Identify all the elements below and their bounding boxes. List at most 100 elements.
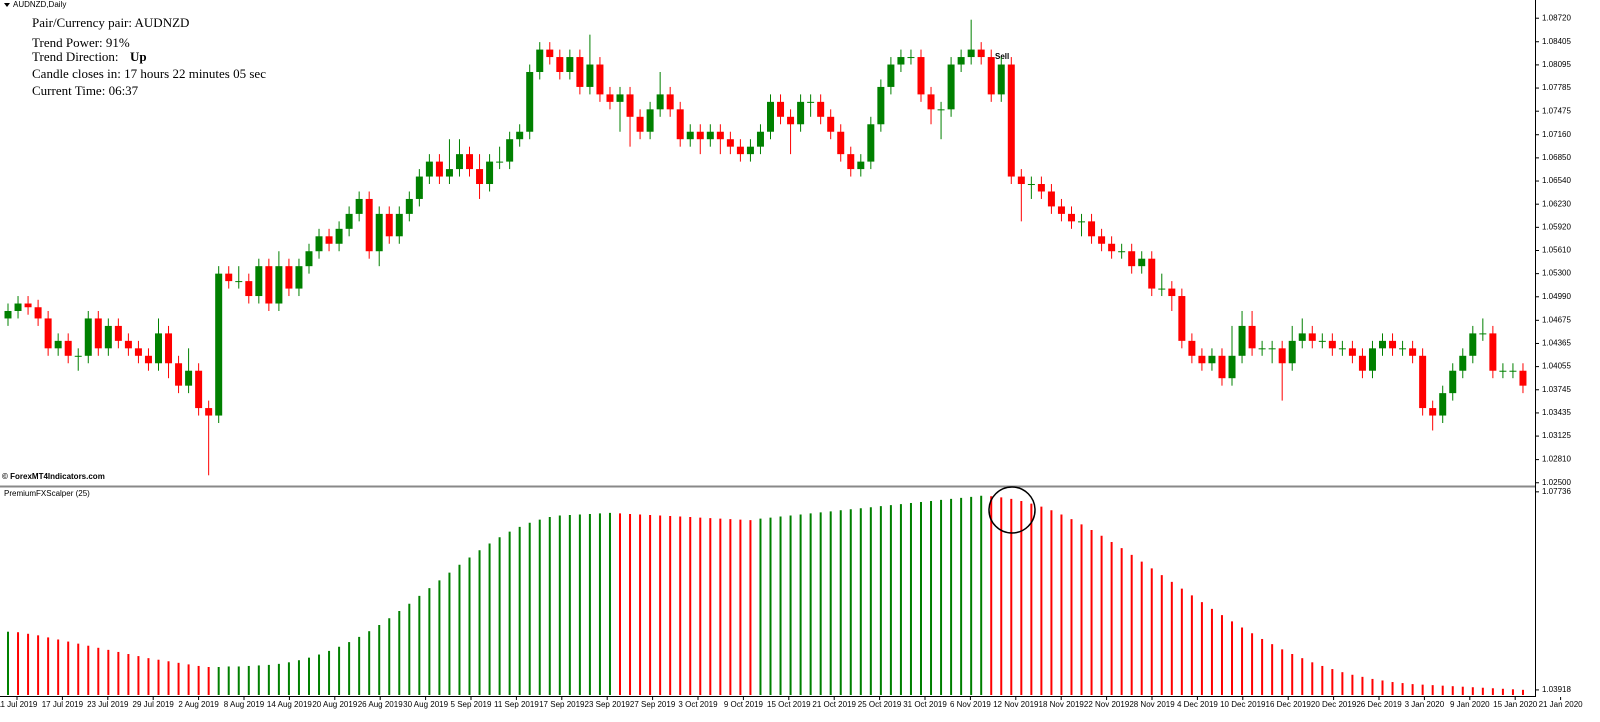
x-tick-label: 14 Aug 2019: [267, 700, 312, 709]
x-tick-label: 3 Jan 2020: [1405, 700, 1445, 709]
candle-body: [1098, 236, 1106, 244]
candle-body: [185, 370, 193, 386]
x-tick-label: 5 Sep 2019: [451, 700, 492, 709]
candle-body: [847, 154, 855, 170]
candle-body: [1078, 221, 1086, 223]
candle-body: [1128, 251, 1136, 267]
x-tick-label: 27 Sep 2019: [630, 700, 676, 709]
candle-body: [576, 57, 584, 87]
candle-body: [425, 161, 433, 177]
candle-body: [1158, 288, 1166, 290]
x-tick-label: 16 Dec 2019: [1266, 700, 1312, 709]
candle-body: [596, 64, 604, 95]
candle-body: [205, 408, 213, 416]
candle-body: [114, 325, 122, 341]
y-tick-label: 1.04365: [1542, 339, 1571, 348]
candle-body: [235, 281, 243, 283]
candle-body: [1148, 258, 1156, 289]
candle-body: [997, 64, 1005, 95]
candle-body: [746, 146, 754, 155]
candle-body: [767, 101, 774, 132]
candle-body: [1188, 340, 1196, 356]
y-tick-label: 1.08405: [1542, 37, 1571, 46]
candle-body: [807, 101, 815, 103]
candle-body: [1108, 243, 1116, 252]
candle-body: [736, 146, 744, 155]
candle-body: [927, 94, 935, 110]
watermark: © ForexMT4Indicators.com: [2, 472, 105, 481]
y-tick-label: 1.07475: [1542, 106, 1571, 115]
candle-body: [656, 94, 664, 110]
candle-body: [365, 198, 373, 252]
trend-direction: Up: [130, 49, 147, 64]
x-tick-label: 26 Dec 2019: [1356, 700, 1402, 709]
x-tick-label: 18 Nov 2019: [1039, 700, 1085, 709]
candle-body: [415, 176, 423, 199]
y-tick-label: 1.03435: [1542, 408, 1571, 417]
candle-body: [1208, 355, 1216, 364]
candle-body: [937, 109, 945, 111]
candle-body: [445, 169, 453, 177]
candle-body: [395, 213, 403, 237]
candle-body: [1419, 355, 1427, 409]
candle-body: [837, 131, 845, 155]
candle-body: [405, 198, 413, 214]
x-tick-label: 21 Oct 2019: [812, 700, 856, 709]
candle-body: [175, 363, 183, 386]
candle-body: [64, 340, 72, 356]
candle-body: [1479, 333, 1487, 335]
info-line: Trend Direction:: [32, 49, 119, 64]
candle-body: [245, 281, 253, 297]
info-line: Trend Power: 91%: [32, 35, 130, 50]
candle-body: [907, 57, 915, 59]
candle-body: [1399, 348, 1407, 350]
candle-body: [726, 139, 734, 147]
x-tick-label: 15 Oct 2019: [767, 700, 811, 709]
x-tick-label: 9 Jan 2020: [1450, 700, 1490, 709]
candle-body: [1047, 191, 1055, 207]
x-tick-label: 15 Jan 2020: [1493, 700, 1538, 709]
candle-body: [676, 109, 684, 140]
x-tick-label: 25 Oct 2019: [858, 700, 902, 709]
y-tick-label: 1.06540: [1542, 176, 1571, 185]
candle-body: [1178, 296, 1186, 341]
candle-body: [54, 340, 62, 349]
x-tick-label: 21 Jan 2020: [1539, 700, 1584, 709]
x-tick-label: 28 Nov 2019: [1129, 700, 1175, 709]
candle-body: [1318, 340, 1326, 342]
menu-arrow: [4, 3, 10, 7]
sell-label: Sell: [995, 52, 1009, 61]
x-tick-label: 23 Sep 2019: [585, 700, 631, 709]
candle-body: [626, 94, 634, 117]
candle-body: [947, 64, 955, 110]
x-tick-label: 2 Aug 2019: [178, 700, 219, 709]
y-tick-label: 1.02500: [1542, 478, 1571, 487]
highlight-circle: [988, 486, 1036, 534]
candle-body: [104, 325, 112, 349]
y-tick-label: 1.03918: [1542, 685, 1571, 694]
candle-body: [857, 161, 865, 170]
candle-body: [34, 307, 42, 319]
candle-body: [1489, 333, 1497, 371]
candle-body: [496, 161, 504, 163]
candle-body: [887, 64, 895, 87]
candle-body: [134, 348, 142, 356]
candle-body: [897, 57, 905, 65]
candle-body: [827, 116, 835, 132]
candle-body: [977, 49, 985, 58]
y-tick-label: 1.02810: [1542, 455, 1571, 464]
candle-body: [516, 131, 524, 140]
candle-body: [877, 86, 885, 125]
candle-body: [1338, 348, 1346, 350]
candle-body: [1348, 348, 1356, 356]
y-tick-label: 1.05300: [1542, 269, 1571, 278]
x-tick-label: 26 Aug 2019: [358, 700, 403, 709]
x-tick-label: 31 Oct 2019: [903, 700, 947, 709]
candle-body: [285, 266, 293, 289]
candle-body: [265, 266, 273, 304]
candle-body: [215, 273, 223, 416]
x-tick-label: 10 Dec 2019: [1220, 700, 1266, 709]
candle-body: [1278, 348, 1286, 364]
x-tick-label: 30 Aug 2019: [403, 700, 448, 709]
candle-body: [1037, 184, 1045, 192]
